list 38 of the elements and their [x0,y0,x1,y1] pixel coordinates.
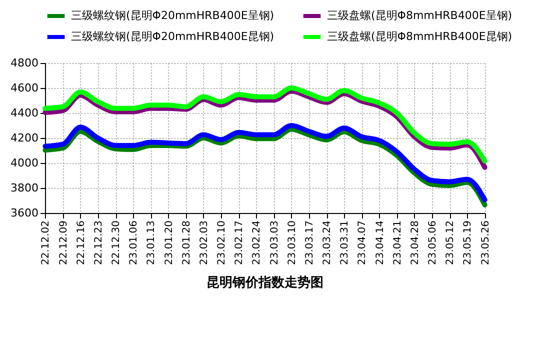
x-tick-label: 23.03.31 [340,220,351,266]
legend-label: 三级盘螺(昆明Φ8mmHRB400E昆钢) [327,30,512,43]
x-tick-label: 23.02.17 [234,220,246,266]
x-tick-label: 23.05.06 [428,220,439,266]
y-tick-label: 4800 [10,56,38,70]
x-tick-label: 23.02.03 [198,220,210,266]
x-tick-label: 22.12.02 [40,220,52,266]
x-tick-label: 23.01.13 [146,220,158,266]
y-tick-label: 4600 [10,82,38,94]
x-tick-label: 23.04.21 [392,220,404,266]
x-tick-label: 23.05.26 [480,220,492,266]
x-tick-label: 23.03.03 [269,220,280,266]
y-tick-label: 3600 [10,206,38,220]
x-tick-label: 23.01.06 [128,220,140,266]
x-tick-label: 23.01.20 [164,220,175,266]
x-tick-label: 23.04.07 [357,220,368,266]
x-tick-label: 22.12.30 [111,220,122,266]
legend-label: 三级螺纹钢(昆明Φ20mmHRB400E昆钢) [71,30,274,43]
x-tick-label: 22.12.09 [58,220,70,266]
y-tick-label: 3800 [10,182,38,194]
legend-label: 三级盘螺(昆明Φ8mmHRB400E呈钢) [327,9,512,22]
x-tick-label: 23.03.24 [322,220,334,266]
x-tick-label: 23.04.28 [410,220,421,266]
x-tick-label: 23.04.14 [374,220,386,266]
x-tick-label: 23.01.28 [181,220,192,266]
x-tick-label: 23.05.19 [462,220,474,266]
x-tick-label: 22.12.23 [93,220,104,266]
x-tick-label: 22.12.16 [76,220,87,266]
x-tick-label: 23.02.10 [216,220,228,266]
y-tick-label: 4400 [10,106,38,120]
text: 昆明钢价指数走势图 [206,274,324,291]
x-tick-label: 23.02.24 [252,220,263,266]
y-tick-label: 4000 [10,156,38,170]
legend-label: 三级螺纹钢(昆明Φ20mmHRB400E呈钢) [71,9,274,22]
y-tick-label: 4200 [10,132,38,144]
x-tick-label: 23.03.10 [286,220,298,266]
x-tick-label: 23.03.17 [304,220,316,266]
x-tick-label: 23.05.12 [445,220,456,266]
